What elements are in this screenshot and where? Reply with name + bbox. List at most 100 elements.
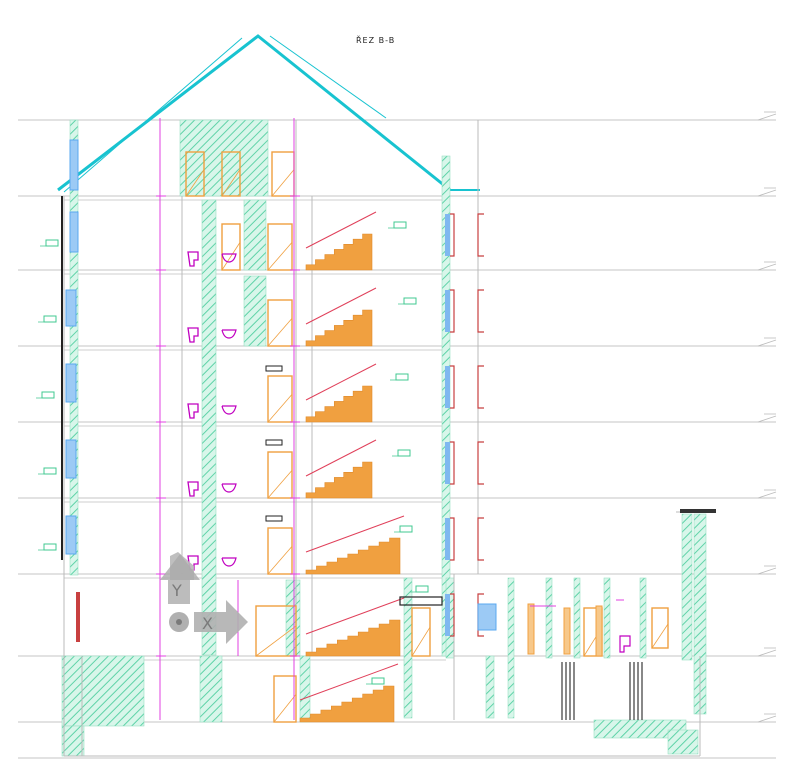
hatched-wall (403, 577, 413, 719)
door-symbol (267, 299, 293, 347)
hatched-wall (485, 655, 495, 719)
door-swing (255, 625, 297, 657)
label-box (395, 373, 409, 381)
sink-symbol (221, 483, 237, 493)
window-symbol (65, 363, 77, 403)
window-symbol (445, 594, 450, 636)
hatched-wall (507, 577, 515, 719)
level-marker (757, 263, 777, 271)
window-symbol (445, 290, 450, 332)
hatched-wall (593, 719, 687, 739)
stair-symbol (305, 385, 373, 423)
label-box (393, 221, 407, 229)
hatched-wall (285, 579, 301, 657)
window-frame (450, 365, 455, 409)
label-box (43, 315, 57, 323)
window-frame (450, 441, 455, 485)
stair-symbol (305, 233, 373, 271)
label-box (371, 677, 385, 685)
doors (185, 151, 669, 723)
hatched-wall (61, 655, 145, 727)
window-symbol (65, 515, 77, 555)
door-frame (76, 592, 80, 642)
window-symbol (477, 603, 497, 631)
window-symbol (445, 518, 450, 560)
label-box (41, 391, 55, 399)
door-swing (273, 694, 297, 723)
level-marker (757, 491, 777, 499)
label-box (397, 449, 411, 457)
hatched-wall (61, 725, 85, 757)
window-frame (450, 213, 455, 257)
window-symbol (445, 442, 450, 484)
door-swing (411, 626, 431, 657)
door-swing (651, 623, 669, 649)
level-marker (757, 649, 777, 657)
stair-symbol (305, 619, 401, 657)
stair-rail (299, 663, 399, 701)
hatched-wall (639, 577, 647, 659)
window-frame (450, 593, 455, 637)
window-symbol (445, 366, 450, 408)
label-box (45, 239, 59, 247)
level-marker (757, 567, 777, 575)
ucs-y-label: Y (171, 581, 182, 600)
toilet-symbol (187, 481, 199, 497)
toilet-symbol (187, 251, 199, 267)
hatched-wall (199, 655, 223, 723)
door-symbol (267, 223, 293, 271)
level-marker (757, 715, 777, 723)
door-symbol (221, 151, 241, 197)
level-marker (757, 415, 777, 423)
chimney-cap (680, 509, 716, 513)
hatched-wall (545, 577, 553, 659)
hatched-wall (69, 119, 79, 576)
ucs-icon[interactable]: Y X (160, 552, 248, 644)
door-symbol (185, 151, 205, 197)
door-swing (221, 169, 241, 197)
label-box (43, 467, 57, 475)
dimension-lines (156, 118, 624, 720)
window-frame (477, 441, 484, 485)
stair-symbol (305, 537, 401, 575)
door-leaf (527, 603, 535, 655)
window-frame (477, 517, 484, 561)
label-box (403, 297, 417, 305)
door-symbol (411, 607, 431, 657)
hatched-wall (573, 577, 581, 659)
hatched-wall (603, 577, 611, 659)
window-frame (450, 289, 455, 333)
hatched-wall (667, 729, 699, 755)
hatched-wall (681, 513, 693, 661)
label-box (43, 543, 57, 551)
door-symbol (651, 607, 669, 649)
level-label-boxes (36, 221, 429, 685)
door-swing (267, 470, 293, 499)
door-swing (185, 169, 205, 197)
sanitary-fixtures (187, 251, 643, 720)
door-swing (267, 546, 293, 575)
door-symbol (267, 375, 293, 423)
window-symbol (69, 139, 79, 191)
label-box (399, 525, 413, 533)
door-swing (221, 242, 241, 271)
stair-symbol (305, 309, 373, 347)
door-swing (267, 394, 293, 423)
vent-grille (265, 365, 283, 372)
window-symbol (65, 289, 77, 327)
door-swing (267, 318, 293, 347)
window-symbol (445, 214, 450, 256)
sink-symbol (221, 253, 237, 263)
ucs-x-label: X (202, 614, 213, 633)
window-frame (477, 365, 484, 409)
door-swing (271, 169, 295, 197)
sink-symbol (221, 557, 237, 567)
window-symbol (65, 439, 77, 479)
floor-level-lines (18, 119, 776, 759)
door-symbol (267, 527, 293, 575)
toilet-symbol (187, 327, 199, 343)
vent-grille (399, 596, 443, 606)
level-markers (757, 111, 777, 723)
vent-grille (265, 515, 283, 522)
